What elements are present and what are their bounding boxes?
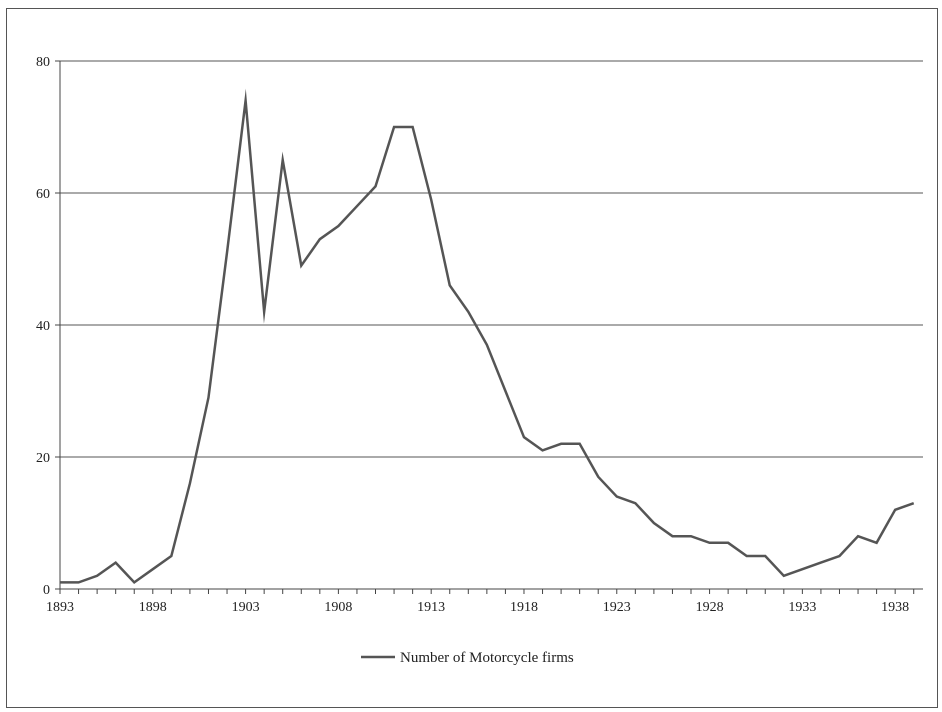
series-lines [60,88,915,585]
series-line [60,88,915,585]
x-tick-label: 1928 [696,600,724,615]
x-tick-label: 1898 [139,600,167,615]
x-tick-label: 1908 [324,600,352,615]
chart-frame: 1893 1898 1903 1908 1913 1918 1923 1928 1933 1938… [6,8,938,708]
x-tick-label: 1893 [46,600,74,615]
y-tick-label: 80 [36,55,50,70]
x-axis-ticks: 1893 1898 1903 1908 1913 1918 1923 1928 1933 1938 [46,589,915,615]
line-chart: 1893 1898 1903 1908 1913 1918 1923 1928 1933 1938… [36,55,923,666]
x-tick-label: 1913 [417,600,445,615]
legend: Number of Motorcycle firms [361,650,574,666]
x-tick-label: 1923 [603,600,631,615]
x-tick-label: 1918 [510,600,538,615]
legend-label: Number of Motorcycle firms [400,650,574,666]
y-tick-label: 0 [43,583,50,598]
x-tick-label: 1903 [232,600,260,615]
y-tick-label: 60 [36,187,50,202]
x-tick-label: 1938 [881,600,909,615]
y-axis-ticks: 0 20 40 60 80 [36,55,60,598]
y-tick-label: 40 [36,319,50,334]
y-tick-label: 20 [36,451,50,466]
x-tick-label: 1933 [788,600,816,615]
gridlines [60,60,923,458]
